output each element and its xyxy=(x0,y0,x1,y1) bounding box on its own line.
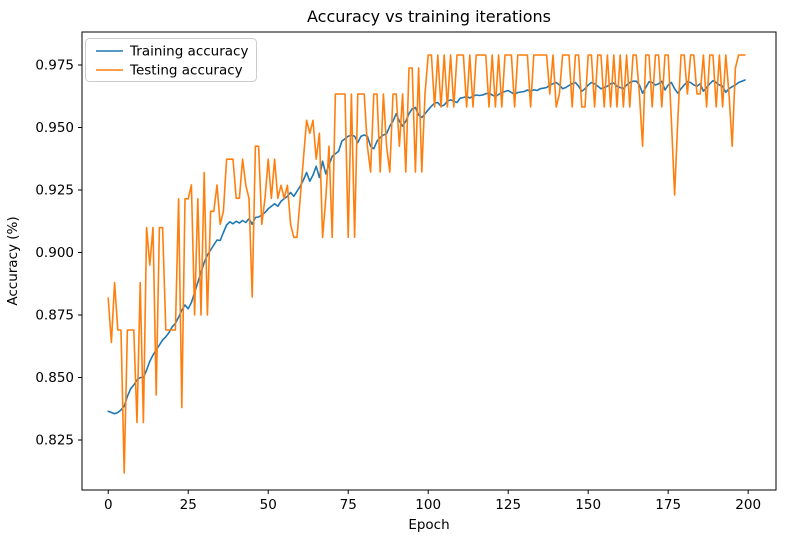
legend-label-training: Training accuracy xyxy=(129,44,248,60)
y-tick-label: 0.850 xyxy=(35,370,74,386)
y-axis-label: Accuracy (%) xyxy=(5,216,21,305)
chart-title: Accuracy vs training iterations xyxy=(307,7,551,26)
plot-area xyxy=(82,32,776,490)
axes-frame xyxy=(81,31,777,491)
x-tick-label: 25 xyxy=(180,497,197,513)
x-tick-label: 150 xyxy=(575,497,601,513)
y-axis-ticks: 0.975 0.950 0.925 0.900 0.875 0.850 0.825 xyxy=(35,58,82,449)
legend-label-testing: Testing accuracy xyxy=(129,63,243,79)
x-tick-label: 0 xyxy=(104,497,113,513)
x-tick-label: 200 xyxy=(735,497,761,513)
legend-box xyxy=(85,38,257,82)
x-axis-ticks: 0 25 50 75 100 125 150 175 200 xyxy=(104,490,761,513)
series-line-testing xyxy=(107,54,746,474)
y-tick-label: 0.975 xyxy=(35,58,74,74)
x-tick-label: 175 xyxy=(655,497,681,513)
y-tick-label: 0.875 xyxy=(35,308,74,324)
legend: Training accuracy Testing accuracy xyxy=(85,38,257,82)
x-tick-label: 75 xyxy=(340,497,357,513)
y-tick-label: 0.900 xyxy=(35,245,74,261)
y-tick-label: 0.825 xyxy=(35,433,74,449)
x-tick-label: 50 xyxy=(260,497,277,513)
x-tick-label: 100 xyxy=(415,497,441,513)
x-axis-label: Epoch xyxy=(408,517,449,533)
x-tick-label: 125 xyxy=(495,497,521,513)
y-tick-label: 0.950 xyxy=(35,120,74,136)
y-tick-label: 0.925 xyxy=(35,183,74,199)
data-series xyxy=(107,54,746,474)
